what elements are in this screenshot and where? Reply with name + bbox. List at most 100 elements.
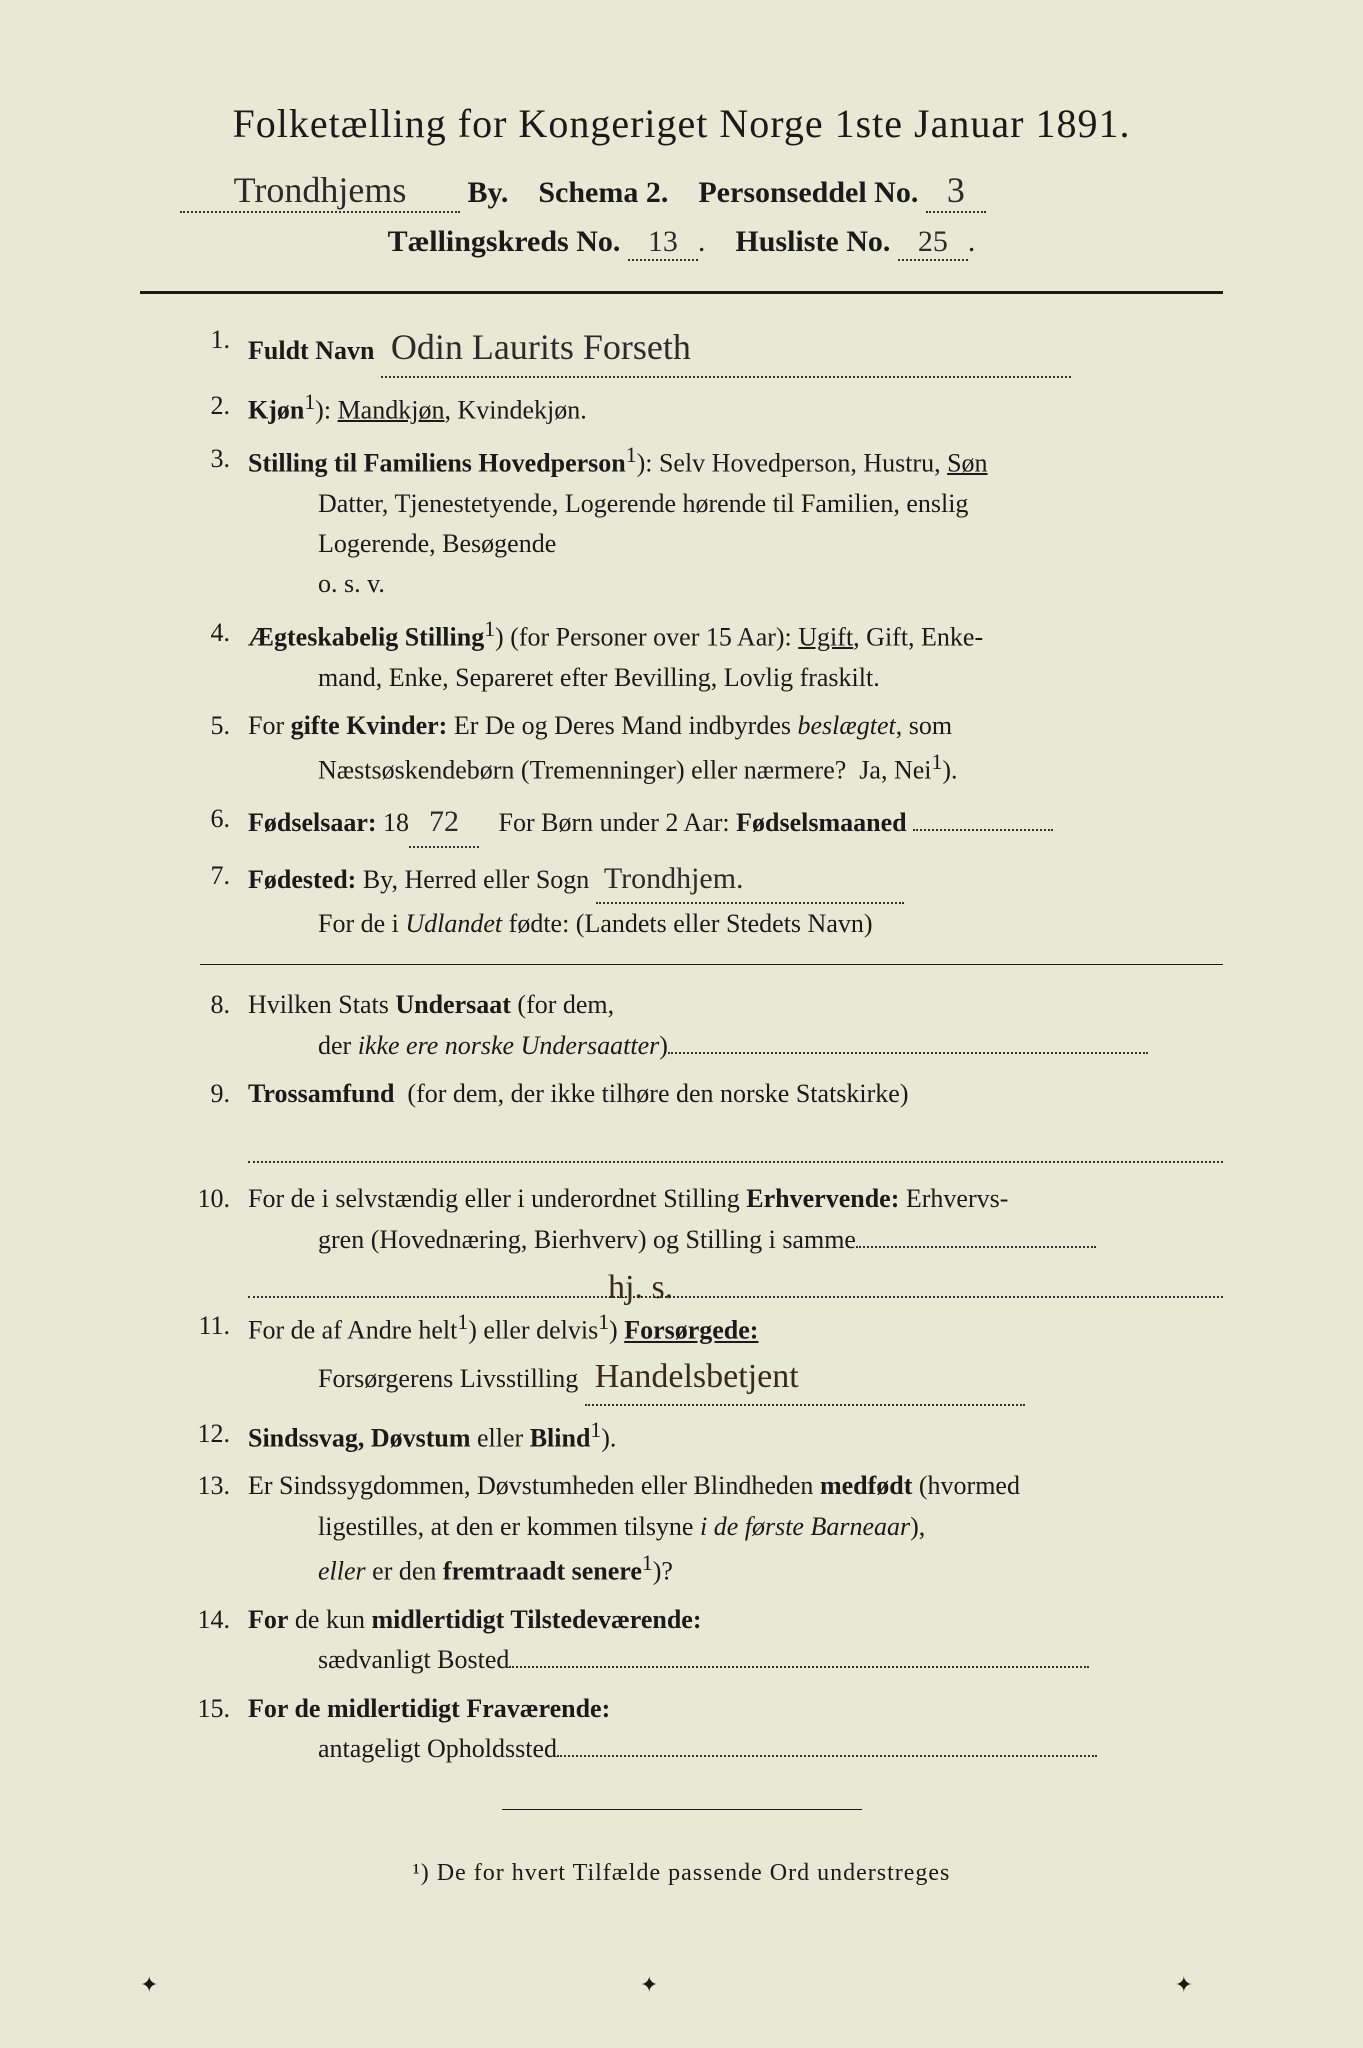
item-1-body: Fuldt Navn Odin Laurits Forseth: [248, 320, 1223, 378]
item-13-line3a: eller: [318, 1557, 366, 1586]
item-13-text1: Er Sindssygdommen, Døvstumheden eller Bl…: [248, 1471, 813, 1500]
mid-rule-1: [200, 964, 1223, 965]
item-3-sup: 1: [626, 443, 637, 467]
item-9-blank: [248, 1122, 1223, 1163]
item-6-year: 72: [409, 799, 479, 848]
kreds-label: Tællingskreds No.: [388, 225, 621, 258]
item-2-body: Kjøn1): Mandkjøn, Kvindekjøn.: [248, 386, 1223, 431]
item-11-value: Handelsbetjent: [585, 1351, 1025, 1406]
item-1: 1. Fuldt Navn Odin Laurits Forseth: [170, 320, 1223, 378]
item-4-underlined: Ugift: [798, 622, 853, 651]
item-7-label: Fødested:: [248, 865, 356, 894]
item-10: 10. For de i selvstændig eller i underor…: [170, 1179, 1223, 1298]
item-6-text2: For Børn under 2 Aar:: [499, 808, 730, 837]
item-13-line2: ligestilles, at den er kommen tilsyne i …: [248, 1507, 1223, 1547]
item-13-line3: eller er den fremtraadt senere1)?: [248, 1547, 1223, 1592]
item-12-bold2: Blind: [530, 1423, 591, 1452]
item-6-prefix: 18: [383, 808, 409, 837]
item-15-bold: For de midlertidigt Fraværende:: [248, 1694, 610, 1723]
item-15-line2: antageligt Opholdssted: [318, 1734, 557, 1763]
item-10-line2-text: gren (Hovednæring, Bierhverv) og Stillin…: [318, 1225, 856, 1254]
item-3-body: Stilling til Familiens Hovedperson1): Se…: [248, 439, 1223, 605]
item-13-sup: 1: [642, 1551, 653, 1575]
item-10-text2: Erhvervs-: [906, 1184, 1009, 1213]
item-7: 7. Fødested: By, Herred eller Sogn Trond…: [170, 856, 1223, 945]
item-14: 14. For de kun midlertidigt Tilstedevære…: [170, 1600, 1223, 1681]
schema-label: Schema 2.: [538, 176, 668, 209]
item-9-num: 9.: [170, 1074, 248, 1171]
item-14-bold2: midlertidigt Tilstedeværende:: [371, 1605, 701, 1634]
item-1-num: 1.: [170, 320, 248, 378]
item-7-num: 7.: [170, 856, 248, 945]
item-8-num: 8.: [170, 985, 248, 1066]
item-14-text: de kun: [295, 1605, 365, 1634]
item-13-num: 13.: [170, 1466, 248, 1592]
item-10-value-line: hj. s.: [248, 1270, 1223, 1298]
registration-mark-left: ✦: [140, 1972, 158, 1998]
item-8-paren: (for dem,: [517, 990, 614, 1019]
header-rule: [140, 291, 1223, 294]
item-8-line2: der ikke ere norske Undersaatter): [248, 1026, 1223, 1066]
item-4-label: Ægteskabelig Stilling: [248, 622, 484, 651]
item-11-body: For de af Andre helt1) eller delvis1) Fo…: [248, 1306, 1223, 1406]
item-6: 6. Fødselsaar: 1872 For Børn under 2 Aar…: [170, 799, 1223, 848]
item-11-sup1: 1: [457, 1310, 468, 1334]
item-12: 12. Sindssvag, Døvstum eller Blind1).: [170, 1414, 1223, 1459]
item-12-label: Sindssvag, Døvstum: [248, 1423, 471, 1452]
item-6-blank: [913, 803, 1053, 831]
item-10-text1: For de i selvstændig eller i underordnet…: [248, 1184, 740, 1213]
item-7-body: Fødested: By, Herred eller Sogn Trondhje…: [248, 856, 1223, 945]
item-9: 9. Trossamfund (for dem, der ikke tilhør…: [170, 1074, 1223, 1171]
census-form-page: Folketælling for Kongeriget Norge 1ste J…: [0, 0, 1363, 2048]
kreds-no: 13: [628, 225, 698, 261]
item-11-text1: For de af Andre helt: [248, 1316, 457, 1345]
by-label: By.: [468, 176, 509, 209]
item-9-body: Trossamfund (for dem, der ikke tilhøre d…: [248, 1074, 1223, 1171]
item-10-value: hj. s.: [608, 1262, 673, 1315]
item-3-label: Stilling til Familiens Hovedperson: [248, 448, 626, 477]
item-4: 4. Ægteskabelig Stilling1) (for Personer…: [170, 613, 1223, 698]
item-11-line2: Forsørgerens Livsstilling: [318, 1364, 578, 1393]
item-2-underlined: Mandkjøn: [338, 395, 445, 424]
item-3-line4: o. s. v.: [248, 564, 1223, 604]
page-title: Folketælling for Kongeriget Norge 1ste J…: [140, 100, 1223, 147]
item-13: 13. Er Sindssygdommen, Døvstumheden elle…: [170, 1466, 1223, 1592]
item-4-paren: (for Personer over 15 Aar):: [510, 622, 792, 651]
item-9-text: (for dem, der ikke tilhøre den norske St…: [407, 1079, 908, 1108]
item-2: 2. Kjøn1): Mandkjøn, Kvindekjøn.: [170, 386, 1223, 431]
item-5-body: For gifte Kvinder: Er De og Deres Mand i…: [248, 706, 1223, 791]
item-8: 8. Hvilken Stats Undersaat (for dem, der…: [170, 985, 1223, 1066]
item-6-body: Fødselsaar: 1872 For Børn under 2 Aar: F…: [248, 799, 1223, 848]
item-13-body: Er Sindssygdommen, Døvstumheden eller Bl…: [248, 1466, 1223, 1592]
item-4-line2: mand, Enke, Separeret efter Bevilling, L…: [248, 658, 1223, 698]
item-14-bold: For: [248, 1605, 288, 1634]
item-6-label: Fødselsaar:: [248, 808, 377, 837]
item-13-bold1: medfødt: [820, 1471, 912, 1500]
item-13-line3b: er den: [372, 1557, 436, 1586]
item-6-num: 6.: [170, 799, 248, 848]
item-6-label2: Fødselsmaaned: [736, 808, 906, 837]
item-15-line2-wrap: antageligt Opholdssted: [248, 1729, 1223, 1769]
city-handwritten: Trondhjems: [180, 169, 460, 213]
item-12-sup: 1: [590, 1418, 601, 1442]
item-3-line2: Datter, Tjenestetyende, Logerende hørend…: [248, 484, 1223, 524]
item-5-sup: 1: [932, 750, 943, 774]
item-14-line2: sædvanligt Bosted: [318, 1645, 509, 1674]
item-5-label: For gifte Kvinder:: [248, 711, 447, 740]
header-line-2: Tællingskreds No. 13. Husliste No. 25.: [140, 225, 1223, 261]
item-3-line3: Logerende, Besøgende: [248, 524, 1223, 564]
item-10-line2: gren (Hovednæring, Bierhverv) og Stillin…: [248, 1220, 1223, 1260]
form-items: 1. Fuldt Navn Odin Laurits Forseth 2. Kj…: [140, 320, 1223, 1769]
item-3: 3. Stilling til Familiens Hovedperson1):…: [170, 439, 1223, 605]
item-2-sup: 1: [304, 390, 315, 414]
item-10-body: For de i selvstændig eller i underordnet…: [248, 1179, 1223, 1298]
item-14-num: 14.: [170, 1600, 248, 1681]
item-5-text1: Er De og Deres Mand indbyrdes beslægtet,…: [454, 711, 952, 740]
husliste-no: 25: [898, 225, 968, 261]
header-line-1: Trondhjems By. Schema 2. Personseddel No…: [140, 169, 1223, 213]
item-11-line2-wrap: Forsørgerens Livsstilling Handelsbetjent: [248, 1351, 1223, 1406]
item-5: 5. For gifte Kvinder: Er De og Deres Man…: [170, 706, 1223, 791]
item-11-bold: Forsørgede:: [624, 1316, 758, 1345]
item-7-value: Trondhjem.: [596, 856, 904, 905]
item-11-text2: eller delvis: [483, 1316, 598, 1345]
